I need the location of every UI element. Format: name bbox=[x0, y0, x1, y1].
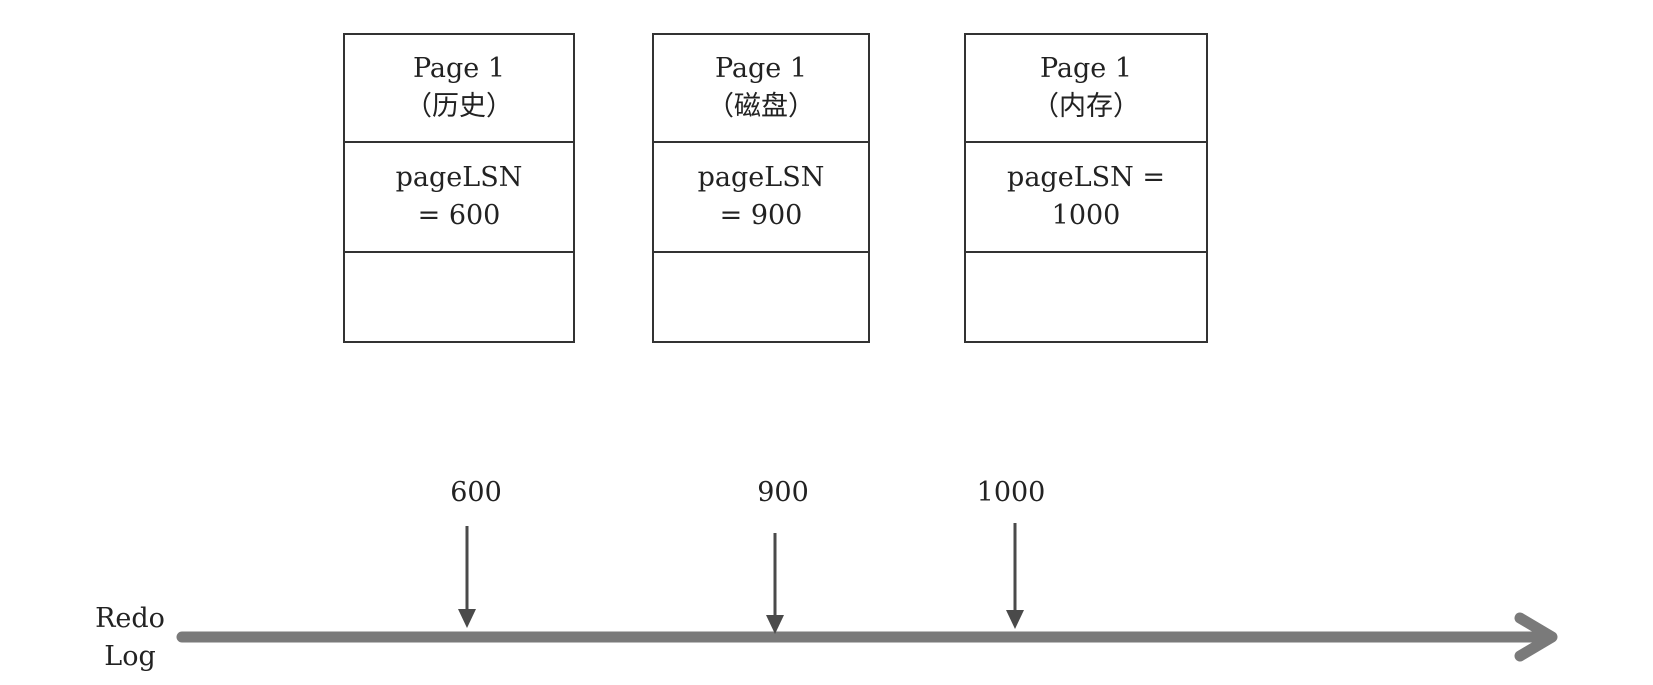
marker-arrow-600 bbox=[458, 526, 476, 628]
timeline-arrowhead bbox=[1514, 612, 1558, 662]
marker-label-900: 900 bbox=[757, 477, 809, 508]
marker-arrow-900 bbox=[766, 533, 784, 634]
page-lsn: pageLSN = 1000 bbox=[966, 143, 1206, 253]
redo-log-label: Redo Log bbox=[95, 603, 165, 672]
page-lsn: pageLSN = 600 bbox=[345, 143, 573, 253]
page-title: Page 1 （磁盘） bbox=[654, 35, 868, 143]
page-title: Page 1 （内存） bbox=[966, 35, 1206, 143]
marker-label-1000: 1000 bbox=[976, 477, 1046, 508]
page-lsn: pageLSN = 900 bbox=[654, 143, 868, 253]
marker-label-600: 600 bbox=[450, 477, 502, 508]
page-box-disk: Page 1 （磁盘） pageLSN = 900 bbox=[652, 33, 870, 343]
page-box-history: Page 1 （历史） pageLSN = 600 bbox=[343, 33, 575, 343]
marker-arrow-1000 bbox=[1006, 523, 1024, 629]
page-box-memory: Page 1 （内存） pageLSN = 1000 bbox=[964, 33, 1208, 343]
page-title: Page 1 （历史） bbox=[345, 35, 573, 143]
